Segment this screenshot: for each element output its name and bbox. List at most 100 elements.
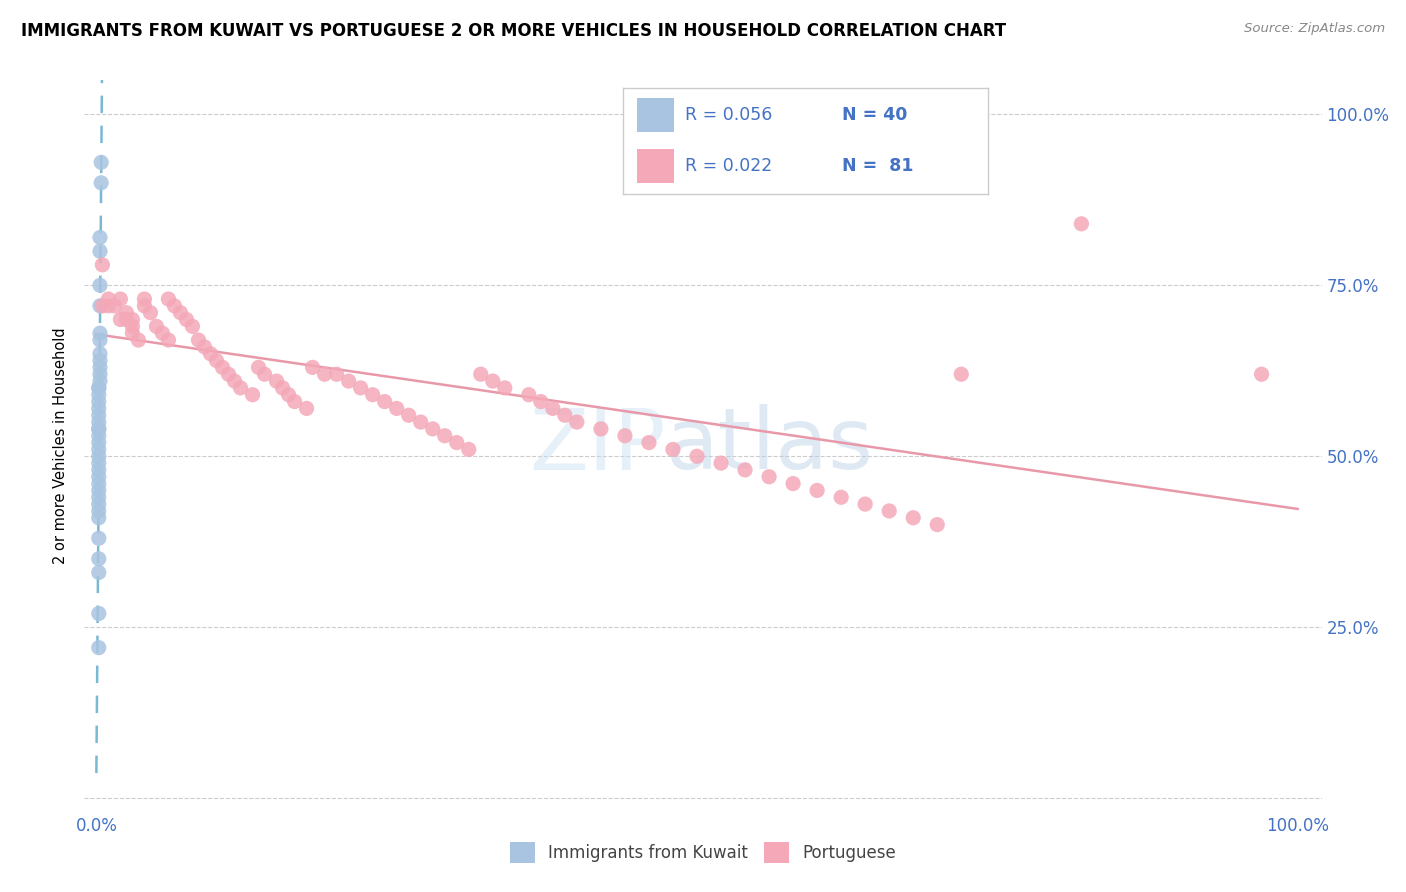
Point	[710, 456, 733, 470]
Point	[87, 497, 110, 511]
Point	[87, 388, 110, 402]
Point	[91, 299, 114, 313]
Point	[662, 442, 685, 457]
Point	[266, 374, 288, 388]
Point	[87, 463, 110, 477]
Point	[163, 299, 186, 313]
Point	[115, 306, 138, 320]
Point	[87, 442, 110, 457]
Point	[205, 353, 228, 368]
Point	[115, 312, 138, 326]
Point	[284, 394, 307, 409]
Point	[89, 347, 111, 361]
Point	[87, 394, 110, 409]
Point	[211, 360, 233, 375]
Point	[517, 388, 540, 402]
Legend: Immigrants from Kuwait, Portuguese: Immigrants from Kuwait, Portuguese	[503, 836, 903, 869]
Point	[97, 292, 120, 306]
Point	[152, 326, 174, 341]
Point	[90, 176, 112, 190]
Point	[806, 483, 828, 498]
Point	[686, 449, 709, 463]
Point	[446, 435, 468, 450]
Point	[87, 469, 110, 483]
Point	[121, 312, 143, 326]
Point	[87, 551, 110, 566]
Point	[457, 442, 479, 457]
Point	[89, 333, 111, 347]
Point	[110, 312, 132, 326]
Point	[87, 483, 110, 498]
Text: Source: ZipAtlas.com: Source: ZipAtlas.com	[1244, 22, 1385, 36]
Point	[145, 319, 167, 334]
Point	[87, 415, 110, 429]
Point	[541, 401, 564, 416]
Point	[1070, 217, 1092, 231]
Point	[87, 504, 110, 518]
Point	[89, 326, 111, 341]
Point	[139, 306, 162, 320]
Point	[181, 319, 204, 334]
Point	[350, 381, 373, 395]
Point	[87, 476, 110, 491]
Point	[1250, 368, 1272, 382]
Point	[87, 510, 110, 524]
Point	[187, 333, 209, 347]
Point	[301, 360, 323, 375]
Point	[134, 292, 156, 306]
Point	[589, 422, 612, 436]
Point	[253, 368, 276, 382]
Point	[409, 415, 432, 429]
Point	[87, 422, 110, 436]
Point	[758, 469, 780, 483]
Point	[87, 401, 110, 416]
Point	[277, 388, 299, 402]
Point	[903, 510, 925, 524]
Point	[87, 566, 110, 580]
Point	[530, 394, 553, 409]
Point	[87, 640, 110, 655]
Point	[89, 368, 111, 382]
Point	[830, 490, 852, 504]
Point	[134, 299, 156, 313]
Point	[950, 368, 973, 382]
Point	[87, 381, 110, 395]
Point	[554, 409, 576, 423]
Point	[565, 415, 588, 429]
Point	[110, 292, 132, 306]
Point	[90, 155, 112, 169]
Point	[638, 435, 661, 450]
Point	[89, 230, 111, 244]
Point	[87, 456, 110, 470]
Text: atlas: atlas	[666, 404, 875, 488]
Point	[89, 353, 111, 368]
Y-axis label: 2 or more Vehicles in Household: 2 or more Vehicles in Household	[53, 327, 69, 565]
Point	[433, 429, 456, 443]
Point	[169, 306, 191, 320]
Point	[374, 394, 396, 409]
Point	[87, 449, 110, 463]
Point	[176, 312, 198, 326]
Point	[662, 128, 685, 142]
Point	[247, 360, 270, 375]
Point	[927, 517, 949, 532]
Point	[422, 422, 444, 436]
Point	[157, 333, 180, 347]
Point	[494, 381, 516, 395]
Point	[385, 401, 408, 416]
Point	[87, 607, 110, 621]
Point	[242, 388, 264, 402]
Point	[229, 381, 252, 395]
Point	[89, 244, 111, 259]
Point	[121, 326, 143, 341]
Point	[89, 299, 111, 313]
Point	[470, 368, 492, 382]
Point	[87, 422, 110, 436]
Point	[782, 476, 804, 491]
Point	[193, 340, 215, 354]
Text: ZIP: ZIP	[530, 404, 666, 488]
Point	[87, 490, 110, 504]
Point	[314, 368, 336, 382]
Point	[89, 374, 111, 388]
Point	[103, 299, 125, 313]
